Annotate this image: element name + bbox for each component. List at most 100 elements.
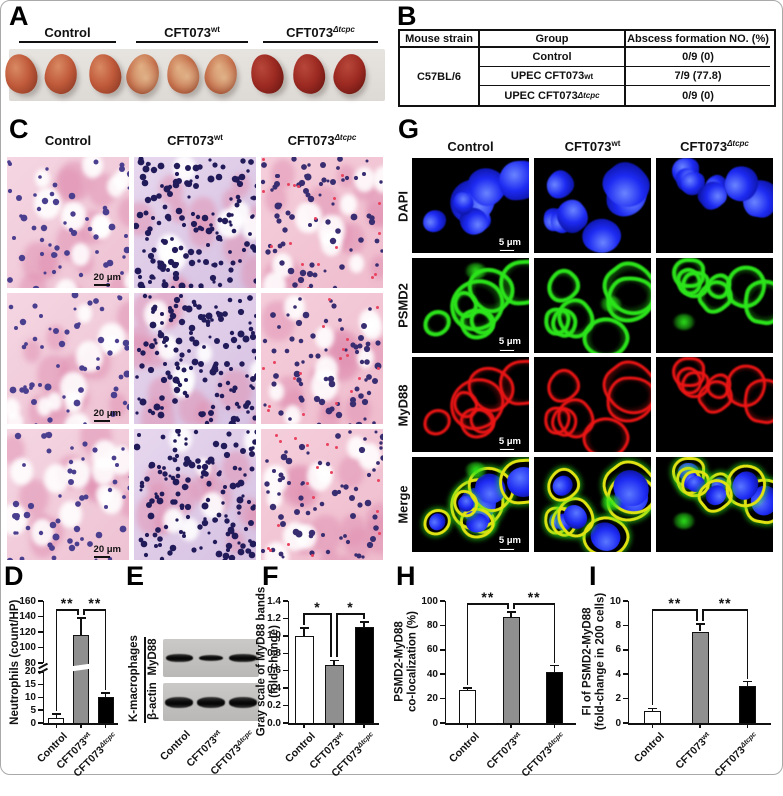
x-tick bbox=[104, 724, 107, 728]
x-tick bbox=[651, 724, 654, 728]
scale-bar-line bbox=[93, 556, 110, 558]
y-tick-label: 4 bbox=[615, 668, 621, 680]
error-bar-cap bbox=[742, 680, 752, 683]
x-label-base: CFT073 bbox=[484, 736, 520, 772]
kidney bbox=[201, 51, 241, 97]
panel-letter-c: C bbox=[9, 114, 29, 144]
x-tick bbox=[363, 724, 365, 728]
group-label-superscript: Δtcpc bbox=[577, 91, 600, 100]
error-bar-line bbox=[466, 688, 469, 691]
sig-label: ** bbox=[527, 589, 541, 605]
x-axis-line bbox=[627, 723, 771, 725]
table-cell-value-control: 0/9 (0) bbox=[626, 48, 770, 67]
kidney bbox=[1, 51, 41, 97]
blot-x-category-label: Control bbox=[128, 728, 193, 793]
panel-i-fluorescence-intensity-chart: FI of PSMD2-MyD88 (fold-change in 200 cel… bbox=[581, 559, 781, 779]
y-tick bbox=[283, 617, 288, 620]
x-tick bbox=[510, 724, 512, 728]
merge-nucleus bbox=[727, 467, 763, 504]
group-label-base: CFT073 bbox=[680, 139, 728, 154]
fluorescence-image: 5 μm bbox=[412, 158, 529, 253]
x-tick bbox=[746, 724, 749, 728]
table-header-group: Group bbox=[480, 31, 626, 48]
y-tick bbox=[38, 683, 43, 686]
y-tick bbox=[440, 649, 445, 651]
scale-bar-label: 20 μm bbox=[93, 543, 121, 555]
group-label-cft073wt: CFT073wt bbox=[534, 139, 651, 154]
y-tick bbox=[283, 722, 288, 724]
y-tick-label: 140 bbox=[19, 611, 36, 623]
protein-band bbox=[165, 654, 193, 662]
table-cell-value-tcpc: 0/9 (0) bbox=[682, 89, 714, 102]
error-bar-line bbox=[651, 708, 654, 711]
y-tick-label: 40 bbox=[426, 668, 438, 680]
y-tick-label: 20 bbox=[426, 693, 438, 705]
y-tick-label: 0.6 bbox=[267, 665, 281, 677]
y-tick-label: 0.8 bbox=[267, 647, 281, 659]
table-cell-group-control: Control bbox=[480, 48, 626, 67]
y-axis-line bbox=[627, 601, 629, 723]
y-tick-label: 5 bbox=[30, 704, 36, 716]
sig-bracket-line bbox=[337, 613, 364, 615]
y-tick-label: 160 bbox=[19, 595, 36, 607]
panel-h-colocalization-chart: PSMD2-MyD88 co-localization (%) 0 20 40 60 80 1… bbox=[393, 559, 583, 779]
panel-a-kidney-photo: Control CFT073wt CFT073Δtcpc bbox=[1, 3, 389, 111]
x-label-superscript: Δtcpc bbox=[98, 731, 117, 750]
green-patch bbox=[464, 462, 487, 479]
merge-nucleus bbox=[549, 471, 578, 500]
x-label-superscript: Δtcpc bbox=[546, 731, 566, 750]
group-label-base: UPEC CFT073 bbox=[510, 70, 585, 82]
green-patch bbox=[464, 263, 487, 280]
protein-band bbox=[197, 696, 225, 708]
group-label-base: CFT073 bbox=[167, 133, 215, 148]
error-bar-line bbox=[510, 611, 512, 617]
y-tick bbox=[623, 649, 628, 651]
sig-bracket-line bbox=[514, 603, 555, 605]
bactin-blot-image bbox=[163, 683, 259, 721]
histology-image: 20 μm bbox=[7, 157, 129, 288]
x-label-superscript: Δtcpc bbox=[235, 729, 254, 748]
fluorescence-image: 5 μm bbox=[412, 357, 529, 452]
sig-label: * bbox=[347, 599, 354, 615]
fluorescence-image bbox=[656, 456, 773, 552]
y-tick bbox=[283, 635, 288, 637]
bar-Control bbox=[294, 635, 314, 723]
y-axis-line bbox=[444, 601, 446, 723]
sig-bracket-leg bbox=[104, 609, 107, 690]
sig-bracket-leg bbox=[330, 613, 332, 658]
error-bar-line bbox=[699, 624, 701, 632]
y-tick bbox=[38, 631, 43, 633]
kidney-photo-strip bbox=[1, 49, 385, 101]
blot-label-bactin: β-actin bbox=[147, 682, 159, 720]
table-header-mouse-strain: Mouse strain bbox=[400, 31, 480, 48]
bar-CFT073Δtcpc bbox=[738, 686, 756, 723]
y-tick-label: 0.4 bbox=[267, 682, 281, 694]
merge-nucleus bbox=[559, 500, 593, 534]
fluorescence-image bbox=[534, 158, 651, 253]
green-patch bbox=[672, 512, 695, 529]
group-label-base: Control bbox=[44, 133, 92, 148]
bar-CFT073wt bbox=[502, 616, 520, 723]
y-tick-label: 15 bbox=[24, 679, 36, 691]
x-tick bbox=[333, 724, 335, 728]
table-cell-group-tcpc: UPEC CFT073 Δtcpc bbox=[480, 86, 626, 105]
histology-image bbox=[261, 293, 383, 424]
y-tick-label: 0.2 bbox=[267, 700, 281, 712]
merge-nucleus bbox=[701, 481, 731, 510]
group-label-control: Control bbox=[412, 139, 529, 154]
error-bar-cap bbox=[76, 617, 86, 619]
error-bar-line bbox=[104, 692, 107, 698]
y-tick bbox=[38, 600, 43, 602]
sig-label: ** bbox=[718, 595, 732, 611]
merge-nucleus bbox=[505, 465, 529, 498]
y-tick bbox=[623, 722, 628, 724]
y-axis-label-line: FI of PSMD2-MyD88 bbox=[581, 607, 594, 716]
scale-bar-line bbox=[93, 420, 110, 422]
kidney bbox=[290, 52, 328, 96]
panel-letter-f: F bbox=[262, 561, 279, 591]
group-label-superscript: wt bbox=[584, 71, 594, 81]
group-label-cft073wt: CFT073wt bbox=[134, 133, 256, 148]
y-tick-label: 120 bbox=[19, 626, 36, 638]
error-bar-line bbox=[746, 681, 749, 687]
bar-Control bbox=[459, 690, 477, 723]
